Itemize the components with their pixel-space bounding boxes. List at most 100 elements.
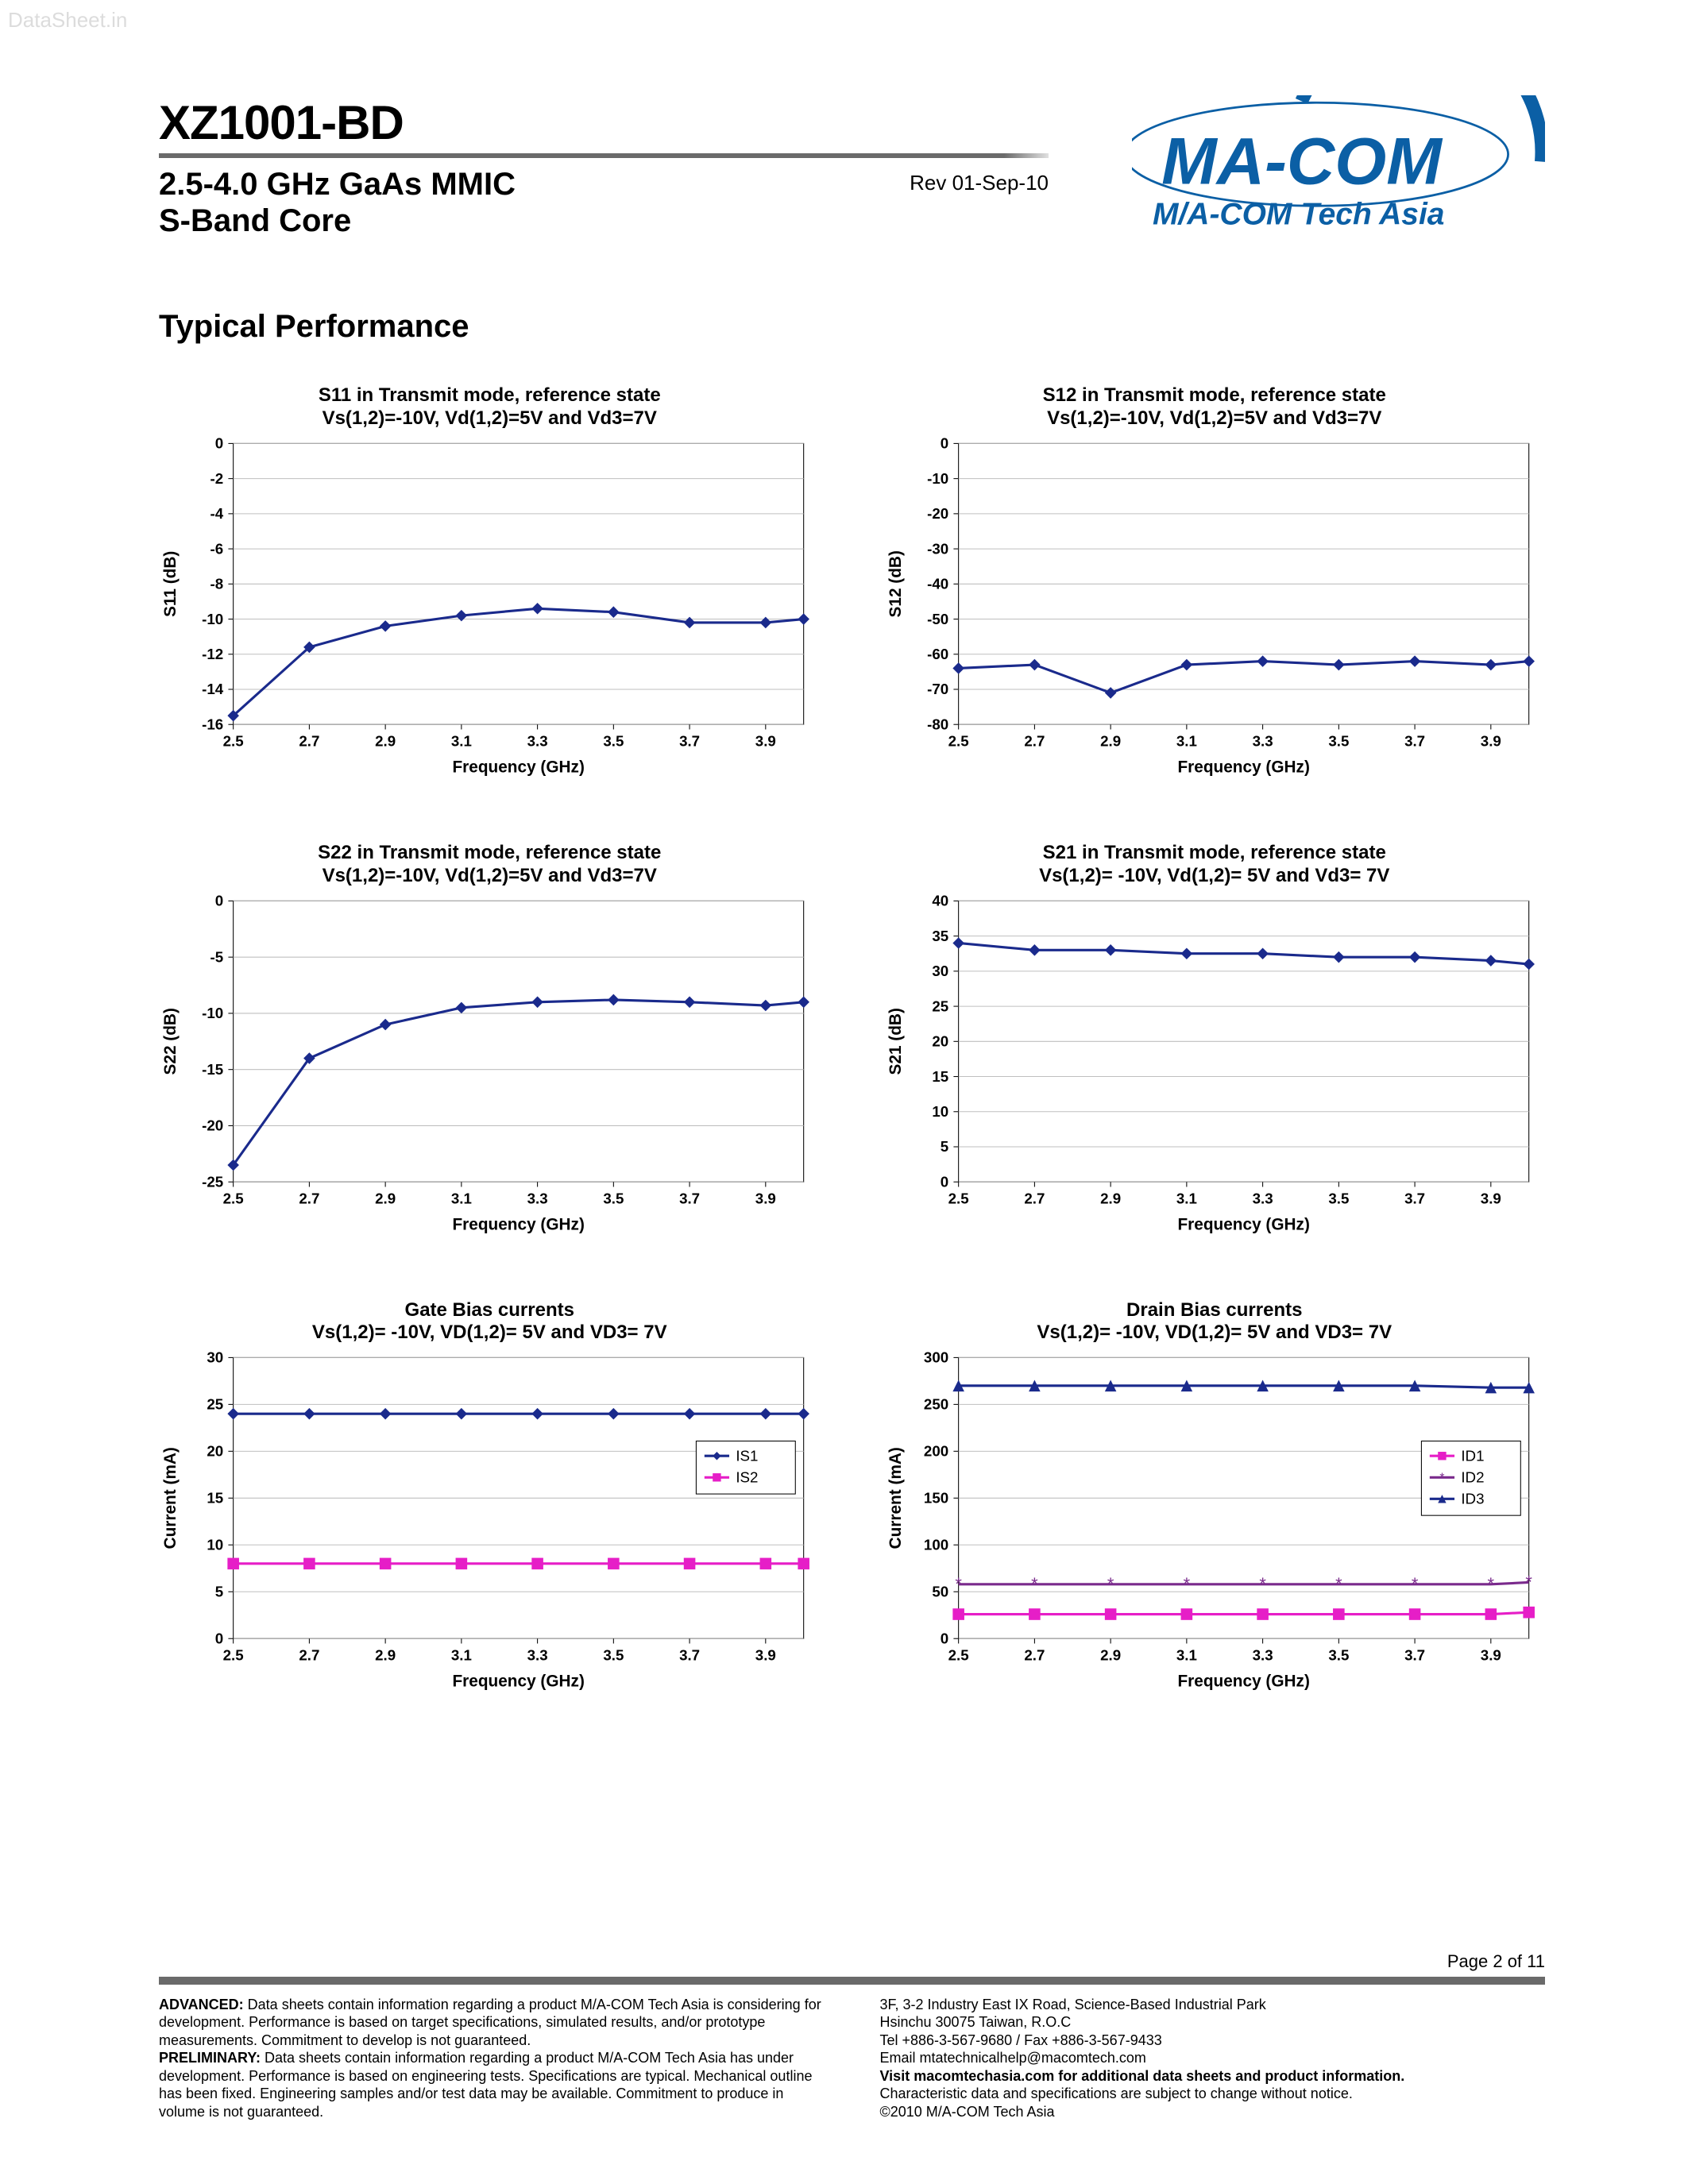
svg-text:2.5: 2.5: [948, 1646, 968, 1663]
svg-text:2.9: 2.9: [1100, 732, 1121, 749]
svg-text:-16: -16: [202, 716, 223, 732]
svg-text:3.9: 3.9: [1480, 1190, 1501, 1206]
svg-text:IS1: IS1: [736, 1448, 758, 1464]
svg-text:*: *: [1183, 1574, 1190, 1594]
svg-text:*: *: [1487, 1574, 1494, 1594]
logo-tagline: M/A-COM Tech Asia: [1153, 197, 1445, 231]
chart-svg: 0510152025302.52.72.93.13.33.53.73.9Freq…: [159, 1349, 821, 1696]
svg-text:3.1: 3.1: [451, 732, 472, 749]
svg-text:2.5: 2.5: [223, 1190, 244, 1206]
svg-text:Frequency (GHz): Frequency (GHz): [452, 1673, 584, 1691]
svg-text:S11 (dB): S11 (dB): [161, 551, 180, 617]
svg-text:IS2: IS2: [736, 1469, 758, 1486]
svg-text:0: 0: [940, 435, 948, 452]
page: DataSheet.in XZ1001-BD 2.5-4.0 GHz GaAs …: [0, 0, 1688, 2184]
svg-text:3.7: 3.7: [679, 1646, 700, 1663]
addr-line2: Hsinchu 30075 Taiwan, R.O.C: [880, 2014, 1072, 2030]
svg-text:-6: -6: [211, 540, 224, 557]
svg-text:0: 0: [940, 1630, 948, 1647]
svg-text:*: *: [1031, 1574, 1038, 1594]
part-number: XZ1001-BD: [159, 95, 1100, 150]
svg-text:3.5: 3.5: [603, 732, 624, 749]
svg-text:*: *: [1335, 1574, 1342, 1594]
svg-text:3.5: 3.5: [1328, 732, 1349, 749]
svg-text:3.3: 3.3: [1252, 1190, 1273, 1206]
svg-text:2.9: 2.9: [1100, 1646, 1121, 1663]
svg-text:ID3: ID3: [1461, 1491, 1484, 1507]
svg-text:3.3: 3.3: [527, 732, 548, 749]
svg-text:3.3: 3.3: [1252, 1646, 1273, 1663]
svg-text:2.5: 2.5: [223, 1646, 244, 1663]
svg-text:2.7: 2.7: [1024, 1190, 1045, 1206]
logo: MA-COM M/A-COM Tech Asia: [1100, 95, 1545, 261]
svg-text:-2: -2: [211, 470, 224, 487]
chart-drain: Drain Bias currentsVs(1,2)= -10V, VD(1,2…: [884, 1299, 1546, 1701]
svg-text:0: 0: [215, 1630, 223, 1647]
chart-title: S21 in Transmit mode, reference stateVs(…: [884, 842, 1546, 888]
svg-text:-20: -20: [927, 505, 948, 522]
tel-fax: Tel +886-3-567-9680 / Fax +886-3-567-943…: [880, 2032, 1162, 2048]
subtitle: 2.5-4.0 GHz GaAs MMIC S-Band Core: [159, 166, 910, 239]
svg-text:-4: -4: [211, 505, 224, 522]
svg-text:*: *: [1439, 1472, 1444, 1485]
svg-text:3.5: 3.5: [603, 1190, 624, 1206]
svg-text:3.9: 3.9: [755, 1190, 776, 1206]
svg-text:30: 30: [207, 1349, 223, 1366]
chart-s12: S12 in Transmit mode, reference stateVs(…: [884, 384, 1546, 786]
svg-text:100: 100: [923, 1537, 948, 1553]
revision: Rev 01-Sep-10: [910, 166, 1049, 195]
svg-text:0: 0: [940, 1173, 948, 1190]
svg-text:35: 35: [932, 927, 948, 943]
disclaimer: Characteristic data and specifications a…: [880, 2086, 1353, 2101]
svg-text:3.5: 3.5: [1328, 1190, 1349, 1206]
macom-logo-icon: MA-COM M/A-COM Tech Asia: [1132, 95, 1545, 257]
addr-line1: 3F, 3-2 Industry East IX Road, Science-B…: [880, 1997, 1266, 2012]
svg-text:3.1: 3.1: [1176, 1190, 1196, 1206]
svg-text:Frequency (GHz): Frequency (GHz): [1177, 1673, 1309, 1691]
svg-text:250: 250: [923, 1396, 948, 1413]
svg-text:Current (mA): Current (mA): [161, 1447, 180, 1549]
svg-text:2.9: 2.9: [1100, 1190, 1121, 1206]
chart-s11: S11 in Transmit mode, reference stateVs(…: [159, 384, 821, 786]
svg-text:3.7: 3.7: [1404, 1190, 1425, 1206]
svg-text:-80: -80: [927, 716, 948, 732]
svg-text:-70: -70: [927, 681, 948, 697]
svg-text:2.5: 2.5: [948, 732, 968, 749]
svg-text:2.7: 2.7: [299, 732, 319, 749]
svg-text:3.5: 3.5: [1328, 1646, 1349, 1663]
svg-text:15: 15: [932, 1067, 948, 1084]
svg-text:200: 200: [923, 1443, 948, 1460]
svg-text:Frequency (GHz): Frequency (GHz): [452, 1215, 584, 1233]
svg-text:3.1: 3.1: [451, 1190, 472, 1206]
svg-text:10: 10: [932, 1103, 948, 1120]
svg-text:30: 30: [932, 963, 948, 979]
section-title: Typical Performance: [159, 309, 1545, 345]
svg-text:3.9: 3.9: [1480, 1646, 1501, 1663]
svg-text:2.9: 2.9: [375, 732, 396, 749]
svg-text:-8: -8: [211, 575, 224, 592]
svg-text:2.7: 2.7: [299, 1646, 319, 1663]
svg-text:-14: -14: [202, 681, 224, 697]
svg-text:5: 5: [215, 1584, 223, 1600]
chart-s21: S21 in Transmit mode, reference stateVs(…: [884, 842, 1546, 1244]
svg-text:2.9: 2.9: [375, 1190, 396, 1206]
footer: Page 2 of 11 ADVANCED: Data sheets conta…: [159, 1951, 1545, 2121]
svg-text:ID2: ID2: [1461, 1469, 1484, 1486]
svg-text:3.7: 3.7: [1404, 1646, 1425, 1663]
svg-text:*: *: [1411, 1574, 1418, 1594]
chart-svg: 0501001502002503002.52.72.93.13.33.53.73…: [884, 1349, 1546, 1696]
email: Email mtatechnicalhelp@macomtech.com: [880, 2050, 1146, 2066]
svg-text:*: *: [1525, 1572, 1532, 1592]
chart-grid: S11 in Transmit mode, reference stateVs(…: [159, 384, 1545, 1700]
advanced-label: ADVANCED:: [159, 1997, 244, 2012]
svg-text:-10: -10: [927, 470, 948, 487]
svg-text:ID1: ID1: [1461, 1448, 1484, 1464]
svg-text:0: 0: [215, 893, 223, 909]
svg-text:MA-COM: MA-COM: [1161, 123, 1443, 198]
svg-text:2.7: 2.7: [299, 1190, 319, 1206]
preliminary-label: PRELIMINARY:: [159, 2050, 261, 2066]
chart-title: S11 in Transmit mode, reference stateVs(…: [159, 384, 821, 430]
svg-text:2.7: 2.7: [1024, 732, 1045, 749]
svg-text:3.3: 3.3: [1252, 732, 1273, 749]
svg-text:S21 (dB): S21 (dB): [886, 1008, 904, 1075]
